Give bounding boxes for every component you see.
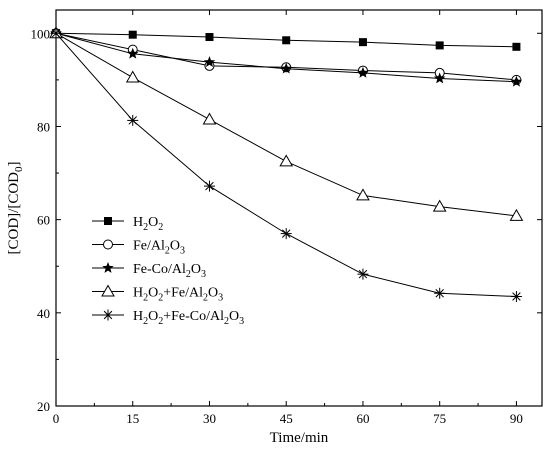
data-point xyxy=(205,33,214,42)
axes: 0 15 30 45 60 75 90 20 40 60 80 100 xyxy=(31,9,543,426)
series-line xyxy=(55,32,517,217)
legend-entry-0: H2O2 xyxy=(92,215,163,233)
data-point xyxy=(282,36,291,45)
series-0 xyxy=(52,29,521,51)
x-tick-label: 60 xyxy=(356,411,369,426)
data-point xyxy=(509,208,524,221)
y-tick-label: 20 xyxy=(37,399,50,414)
data-point xyxy=(356,188,370,201)
series-4 xyxy=(50,27,522,303)
legend-label: Fe/Al2O3 xyxy=(133,239,185,257)
legend-label: H2O2 xyxy=(133,215,163,233)
x-tick-label: 75 xyxy=(433,411,446,426)
y-tick-label: 80 xyxy=(37,119,50,134)
data-point xyxy=(510,75,523,87)
plot-frame xyxy=(55,9,543,407)
legend-marker xyxy=(101,284,115,297)
legend-marker xyxy=(104,217,112,225)
legend-entry-3: H2O2+Fe/Al2O3 xyxy=(92,284,223,304)
x-tick-label: 30 xyxy=(203,411,216,426)
data-point xyxy=(432,199,447,212)
y-tick-label: 100 xyxy=(31,26,51,41)
legend-entry-1: Fe/Al2O3 xyxy=(92,239,185,257)
data-point xyxy=(202,112,217,125)
y-tick-label: 60 xyxy=(37,213,50,228)
x-tick-label: 15 xyxy=(126,411,139,426)
legend-label: Fe-Co/Al2O3 xyxy=(133,262,206,280)
y-tick-label: 40 xyxy=(37,306,50,321)
data-point xyxy=(203,56,216,68)
data-point xyxy=(357,268,369,280)
legend-marker xyxy=(103,239,113,250)
data-point xyxy=(128,30,137,39)
data-point xyxy=(127,114,139,126)
data-point xyxy=(435,41,444,50)
data-point xyxy=(125,70,140,83)
legend-entry-2: Fe-Co/Al2O3 xyxy=(92,262,206,280)
data-point xyxy=(433,72,446,84)
legend-entry-4: H2O2+Fe-Co/Al2O3 xyxy=(92,309,244,327)
x-tick-label: 90 xyxy=(510,411,523,426)
x-tick-label: 0 xyxy=(53,411,60,426)
data-point xyxy=(510,291,522,303)
y-axis-title: [COD]/[COD0] xyxy=(6,162,25,255)
x-axis-title: Time/min xyxy=(270,430,329,446)
legend-label: H2O2+Fe-Co/Al2O3 xyxy=(133,309,244,327)
series-layer xyxy=(49,26,524,303)
legend: H2O2 Fe/Al2O3 Fe-Co/Al2O3 H2O2+Fe/Al2O3 H2O2… xyxy=(92,215,244,327)
data-point xyxy=(358,38,367,47)
data-point xyxy=(434,287,446,299)
data-point xyxy=(50,27,62,39)
data-point xyxy=(357,66,369,78)
legend-label: H2O2+Fe/Al2O3 xyxy=(133,286,223,304)
data-point xyxy=(280,228,292,240)
data-point xyxy=(279,154,294,167)
data-point xyxy=(203,180,215,192)
series-3 xyxy=(49,26,524,221)
legend-marker xyxy=(102,262,114,273)
legend-marker xyxy=(102,309,114,321)
data-point xyxy=(127,47,139,59)
x-tick-label: 45 xyxy=(280,411,293,426)
series-2 xyxy=(50,27,523,87)
data-point xyxy=(280,62,292,74)
data-point xyxy=(512,42,521,51)
